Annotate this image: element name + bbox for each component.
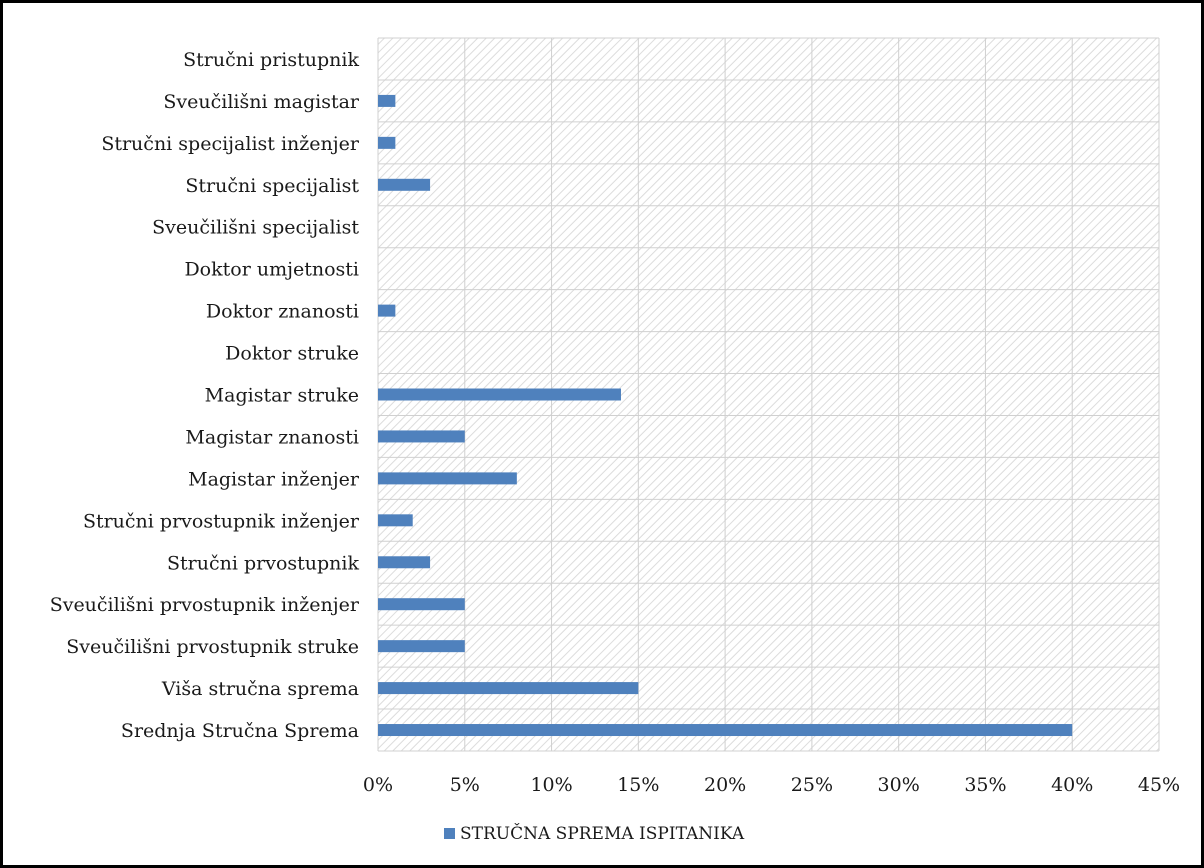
category-label: Stručni pristupnik bbox=[183, 49, 359, 71]
x-tick-label: 25% bbox=[791, 774, 833, 796]
x-tick-label: 30% bbox=[878, 774, 920, 796]
x-tick-label: 35% bbox=[964, 774, 1006, 796]
x-tick-label: 0% bbox=[363, 774, 393, 796]
category-label: Srednja Stručna Sprema bbox=[121, 720, 359, 742]
bar bbox=[378, 682, 639, 695]
category-label: Doktor znanosti bbox=[206, 301, 359, 323]
category-labels: Stručni pristupnik Sveučilišni magistar St… bbox=[50, 49, 360, 742]
x-tick-label: 10% bbox=[530, 774, 572, 796]
bar bbox=[378, 514, 413, 527]
bar bbox=[378, 430, 465, 443]
category-label: Doktor umjetnosti bbox=[184, 259, 359, 281]
x-tick-label: 20% bbox=[704, 774, 746, 796]
bar-chart: Stručni pristupnik Sveučilišni magistar St… bbox=[50, 37, 1180, 844]
category-label: Stručni prvostupnik inženjer bbox=[83, 510, 360, 532]
x-tick-label: 5% bbox=[450, 774, 480, 796]
bar bbox=[378, 136, 396, 149]
category-label: Sveučilišni prvostupnik struke bbox=[66, 636, 359, 658]
bar bbox=[378, 94, 396, 107]
category-label: Viša stručna sprema bbox=[161, 678, 359, 700]
bar bbox=[378, 556, 431, 569]
category-label: Magistar inženjer bbox=[188, 468, 360, 490]
bar bbox=[378, 598, 465, 611]
legend-label: STRUČNA SPREMA ISPITANIKA bbox=[460, 823, 745, 844]
category-label: Magistar znanosti bbox=[185, 426, 359, 448]
category-label: Sveučilišni magistar bbox=[163, 91, 360, 113]
category-label: Sveučilišni prvostupnik inženjer bbox=[50, 594, 360, 616]
x-axis-ticks: 0% 5% 10% 15% 20% 25% 30% 35% 40% 45% bbox=[363, 774, 1180, 796]
bar bbox=[378, 640, 465, 653]
bar bbox=[378, 304, 396, 317]
category-label: Stručni specijalist bbox=[185, 175, 359, 197]
category-label: Stručni specijalist inženjer bbox=[101, 133, 360, 155]
category-label: Sveučilišni specijalist bbox=[152, 217, 359, 239]
x-tick-label: 45% bbox=[1138, 774, 1180, 796]
bar bbox=[378, 724, 1073, 737]
category-label: Magistar struke bbox=[205, 385, 359, 407]
bar bbox=[378, 472, 517, 485]
bar bbox=[378, 178, 431, 191]
legend-swatch bbox=[444, 828, 455, 839]
bar bbox=[378, 388, 621, 401]
x-tick-label: 40% bbox=[1051, 774, 1093, 796]
x-tick-label: 15% bbox=[617, 774, 659, 796]
bars bbox=[378, 94, 1073, 737]
category-label: Stručni prvostupnik bbox=[167, 552, 359, 574]
gridlines bbox=[377, 37, 1160, 752]
category-label: Doktor struke bbox=[225, 343, 359, 365]
legend: STRUČNA SPREMA ISPITANIKA bbox=[444, 823, 745, 844]
